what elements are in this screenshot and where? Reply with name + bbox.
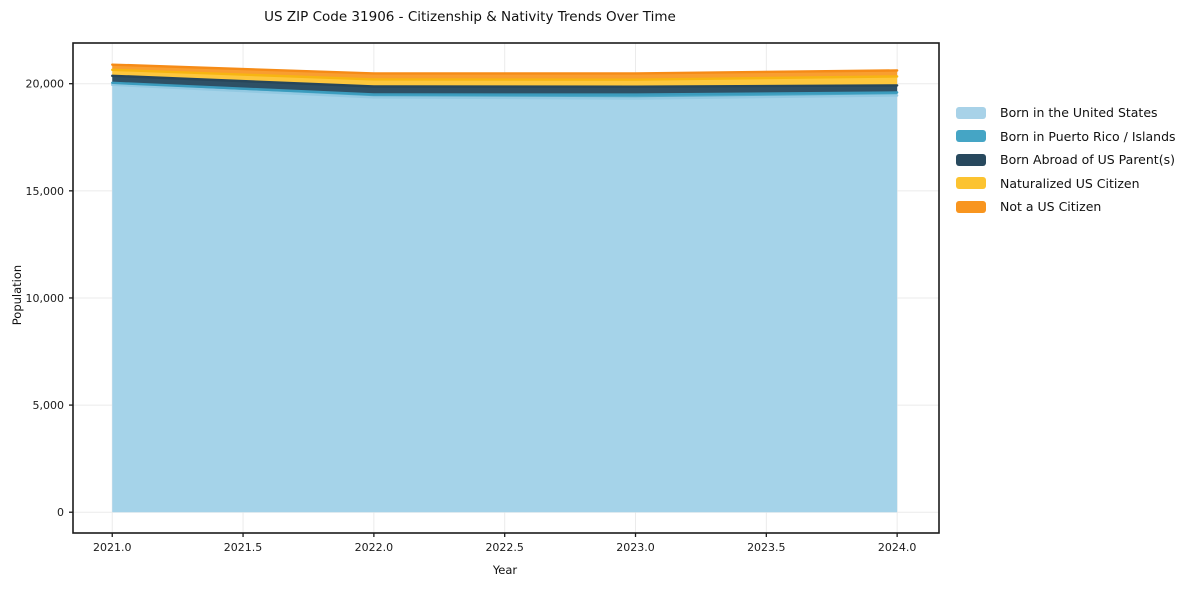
y-tick-label: 5,000	[33, 399, 65, 412]
area-born-us	[112, 84, 898, 513]
legend-label: Born Abroad of US Parent(s)	[1000, 152, 1175, 167]
x-tick-label: 2021.5	[224, 541, 263, 554]
legend-label: Born in the United States	[1000, 105, 1158, 120]
legend-swatch-born-us	[956, 106, 986, 119]
edge-not-citizen	[111, 63, 899, 75]
legend-item-born-abroad: Born Abroad of US Parent(s)	[956, 152, 1176, 167]
x-tick-label: 2022.0	[355, 541, 394, 554]
legend-label: Born in Puerto Rico / Islands	[1000, 128, 1176, 144]
legend-label: Not a US Citizen	[1000, 199, 1102, 214]
legend: Born in the United States Born in Puerto…	[956, 105, 1176, 224]
y-tick-label: 0	[57, 506, 64, 519]
x-tick-label: 2022.5	[485, 541, 524, 554]
edge-born-abroad	[111, 74, 899, 88]
legend-swatch-born-pr-islands	[956, 130, 986, 142]
legend-label: Naturalized US Citizen	[1000, 175, 1140, 191]
plot-border	[72, 42, 940, 534]
area-born-abroad	[112, 75, 898, 95]
legend-item-not-citizen: Not a US Citizen	[956, 199, 1176, 214]
x-tick-label: 2021.0	[93, 541, 132, 554]
y-tick-label: 20,000	[26, 78, 65, 91]
x-tick-label: 2023.0	[616, 541, 655, 554]
y-tick-label: 10,000	[26, 292, 65, 305]
edge-born-pr-islands	[111, 81, 899, 96]
chart-title: US ZIP Code 31906 - Citizenship & Nativi…	[264, 9, 676, 25]
legend-item-born-pr-islands: Born in Puerto Rico / Islands	[956, 128, 1176, 144]
legend-swatch-not-citizen	[956, 200, 986, 213]
area-naturalized	[112, 69, 898, 87]
x-tick-label: 2024.0	[878, 541, 917, 554]
legend-swatch-born-abroad	[956, 153, 986, 166]
legend-item-born-us: Born in the United States	[956, 105, 1176, 120]
x-axis-label: Year	[492, 563, 518, 577]
x-tick-label: 2023.5	[747, 541, 786, 554]
y-axis-label: Population	[10, 264, 24, 326]
legend-swatch-naturalized	[956, 177, 986, 189]
y-tick-label: 15,000	[26, 185, 65, 198]
edge-naturalized	[111, 68, 899, 81]
legend-item-naturalized: Naturalized US Citizen	[956, 175, 1176, 191]
edge-born-us	[111, 83, 899, 100]
